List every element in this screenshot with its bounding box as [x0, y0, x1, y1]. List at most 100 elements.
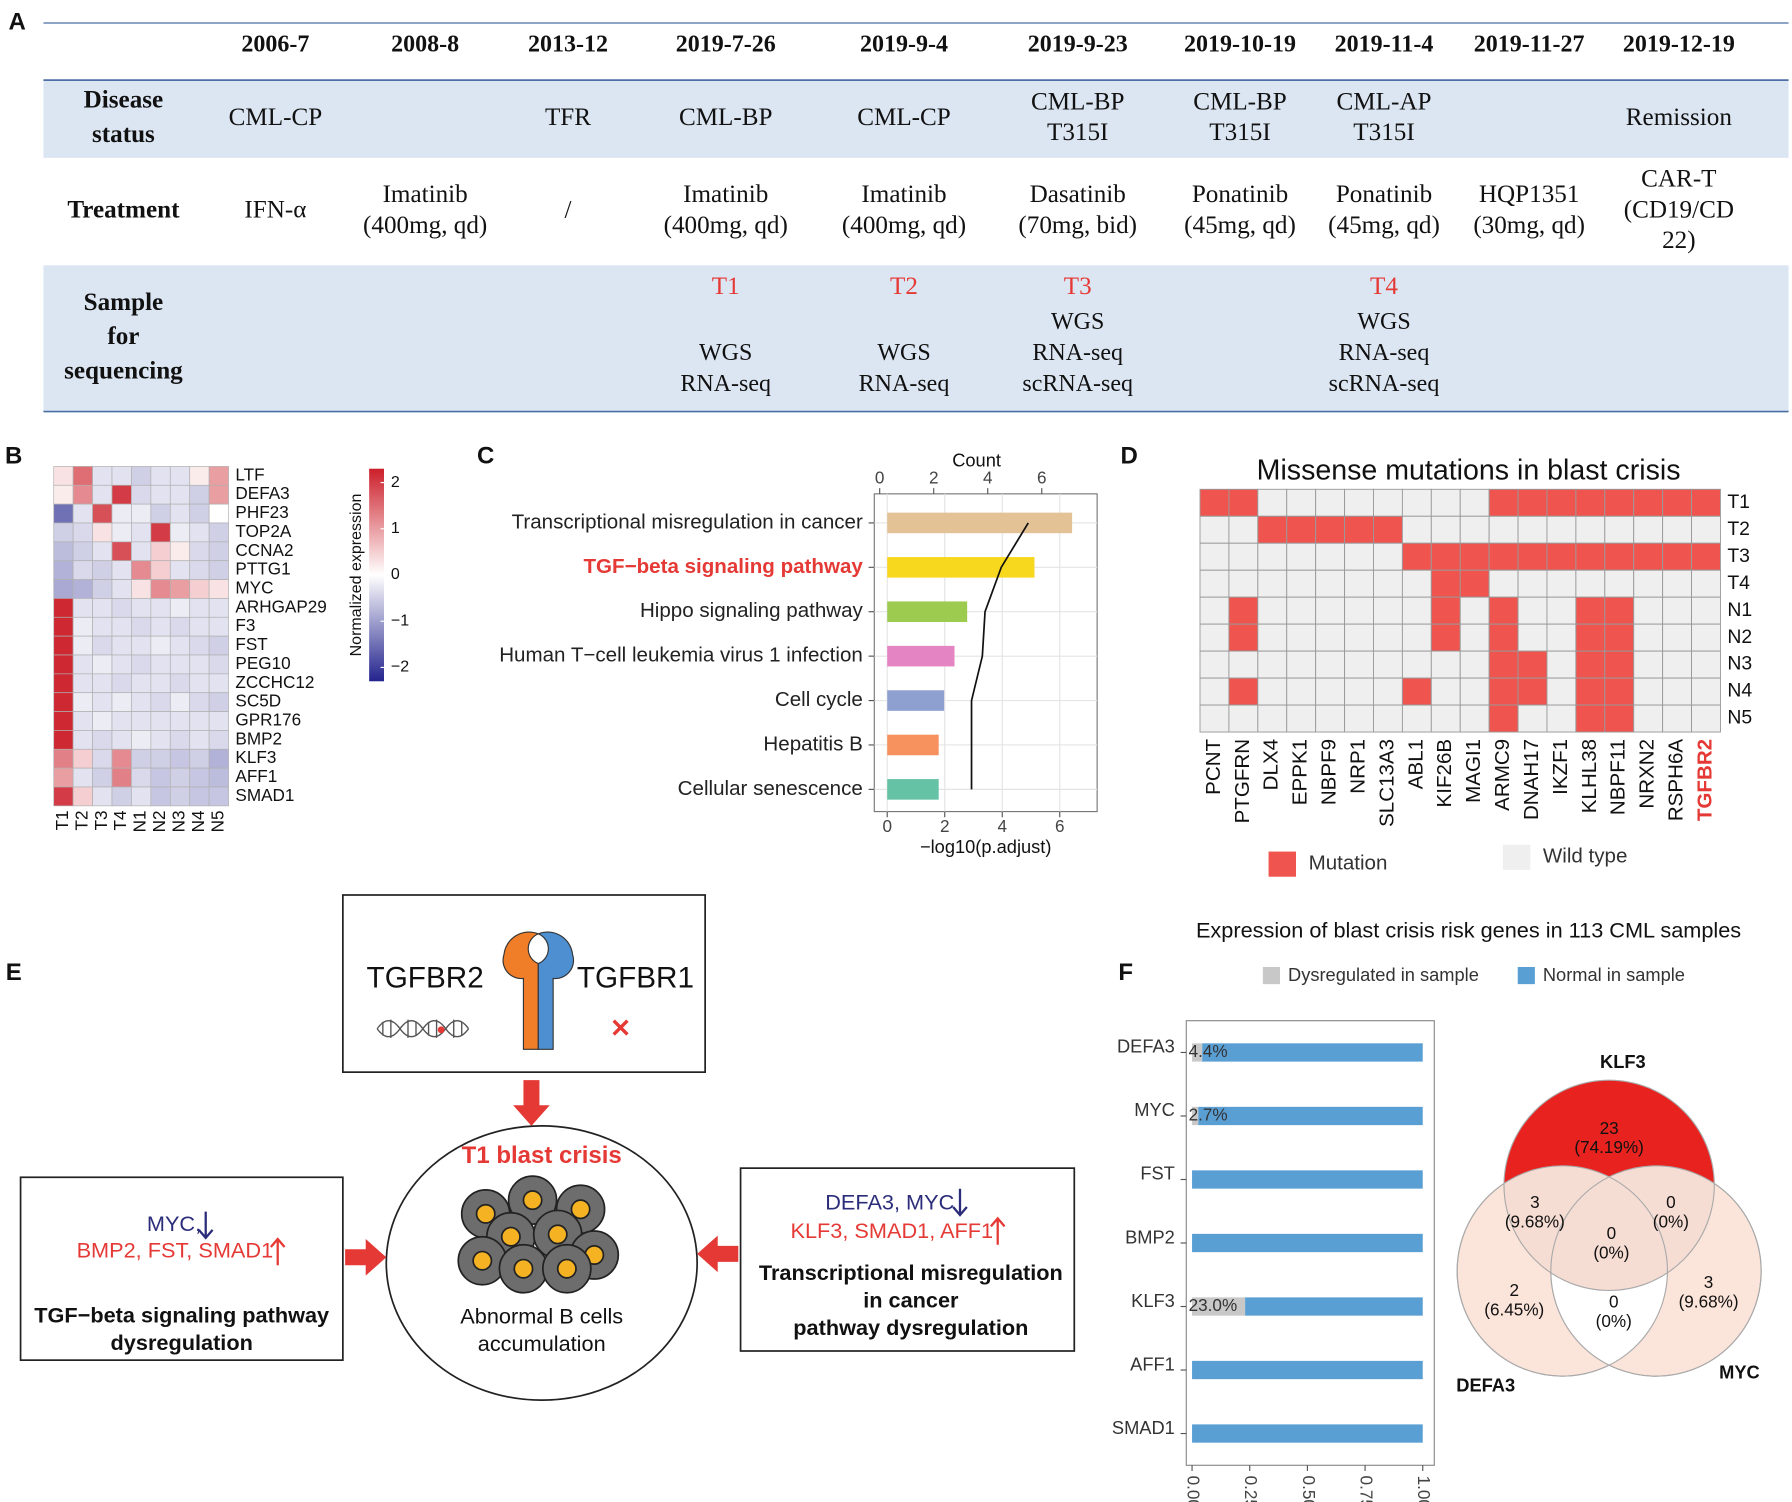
- region-count: 3: [1704, 1272, 1714, 1292]
- heat-cell: [189, 484, 210, 505]
- panel-label: D: [1120, 443, 1137, 470]
- legend-label: Wild type: [1543, 845, 1628, 868]
- row-label: BMP2: [235, 728, 282, 748]
- cell-cluster: [457, 1175, 620, 1294]
- column-label: N2: [149, 810, 169, 832]
- matrix-cell: [1546, 488, 1577, 517]
- heat-cell: [92, 748, 113, 769]
- matrix-cell: [1488, 704, 1519, 733]
- heat-cell: [150, 560, 171, 580]
- bar: [887, 779, 939, 800]
- heat-cell: [53, 503, 74, 524]
- cell-text: (CD19/CD: [1624, 196, 1734, 223]
- matrix-cell: [1199, 515, 1230, 544]
- matrix-cell: [1633, 596, 1664, 625]
- assay: RNA-seq: [859, 371, 950, 397]
- arrow: [345, 1239, 387, 1276]
- heat-cell: [189, 786, 210, 807]
- matrix-cell: [1373, 488, 1403, 517]
- bar-segment: [1192, 1106, 1199, 1126]
- band: [43, 80, 1789, 158]
- heat-cell: [208, 560, 229, 580]
- set-label: KLF3: [1600, 1051, 1646, 1072]
- cell-text: CML-CP: [229, 104, 323, 131]
- heat-cell: [72, 598, 93, 618]
- box-caption: pathway dysregulation: [793, 1315, 1028, 1340]
- assay: WGS: [1051, 309, 1104, 335]
- x-tick-label: 1.00: [1414, 1476, 1434, 1502]
- column-label: ARMC9: [1491, 739, 1514, 811]
- row-label: Treatment: [67, 196, 180, 223]
- legend-swatch: [1268, 851, 1296, 877]
- matrix-cell: [1257, 677, 1288, 706]
- heat-cell: [150, 767, 171, 788]
- panel-label: A: [8, 8, 25, 35]
- matrix-cell: [1691, 488, 1721, 517]
- receptor-tgfbr1: [536, 931, 575, 1050]
- heat-cell: [53, 598, 74, 618]
- heat-cell: [169, 692, 191, 712]
- matrix-cell: [1199, 623, 1230, 652]
- matrix-cell: [1604, 488, 1635, 517]
- heat-cell: [208, 484, 229, 505]
- matrix-cell: [1459, 542, 1490, 571]
- matrix-cell: [1691, 623, 1721, 652]
- heat-cell: [208, 635, 229, 656]
- heat-cell: [53, 466, 74, 486]
- heat-cell: [72, 503, 93, 524]
- right-box: [739, 1167, 1076, 1352]
- region-percent: (9.68%): [1679, 1292, 1739, 1312]
- value-label: 23.0%: [1189, 1295, 1238, 1315]
- matrix-cell: [1373, 650, 1403, 679]
- matrix-cell: [1633, 677, 1664, 706]
- legend-swatch: [1502, 844, 1531, 870]
- region-count: 0: [1607, 1223, 1617, 1243]
- heat-cell: [72, 673, 93, 694]
- bar-segment: [1192, 1360, 1423, 1380]
- heat-cell: [169, 560, 191, 580]
- matrix-cell: [1546, 704, 1577, 733]
- assay: WGS: [1357, 309, 1410, 335]
- cell-text: (70mg, bid): [1018, 212, 1137, 239]
- x2-axis-label: Count: [952, 450, 1001, 471]
- matrix-cell: [1401, 596, 1432, 625]
- column-label: PCNT: [1202, 738, 1225, 794]
- heat-cell: [208, 786, 229, 807]
- matrix-cell: [1604, 650, 1635, 679]
- venn: [1456, 1079, 1762, 1377]
- matrix-cell: [1662, 650, 1693, 679]
- cell-text: Imatinib: [383, 181, 468, 208]
- matrix-cell: [1286, 677, 1317, 706]
- matrix-cell: [1199, 677, 1230, 706]
- matrix-cell: [1199, 542, 1230, 571]
- column-label: NBPF9: [1318, 739, 1341, 805]
- matrix-cell: [1604, 623, 1635, 652]
- matrix-cell: [1546, 569, 1577, 598]
- box-caption: in cancer: [863, 1288, 959, 1313]
- heat-cell: [150, 598, 171, 618]
- set-label: MYC: [1719, 1362, 1760, 1383]
- matrix-cell: [1401, 650, 1432, 679]
- matrix-cell: [1315, 569, 1346, 598]
- x-tick-label: 4: [997, 816, 1007, 836]
- legend-label: Normal in sample: [1543, 964, 1685, 985]
- up-genes: BMP2, FST, SMAD1: [77, 1237, 274, 1262]
- colorbar-tick-label: 1: [391, 520, 400, 537]
- heat-cell: [150, 730, 171, 750]
- row-label: for: [107, 323, 139, 350]
- matrix-cell: [1401, 623, 1432, 652]
- bar: [887, 645, 955, 667]
- category-label: Hippo signaling pathway: [640, 599, 864, 622]
- matrix-cell: [1575, 569, 1606, 598]
- column-header: 2008-8: [391, 31, 459, 57]
- category-label: AFF1: [1130, 1353, 1175, 1374]
- heat-cell: [208, 654, 229, 675]
- down-genes: MYC,: [147, 1211, 201, 1236]
- matrix-cell: [1517, 488, 1548, 517]
- column-label: T4: [110, 810, 130, 830]
- receptor-label: TGFBR2: [367, 961, 484, 994]
- heat-cell: [208, 541, 229, 562]
- matrix-cell: [1286, 596, 1317, 625]
- row-label: F3: [235, 615, 255, 635]
- matrix-cell: [1662, 677, 1693, 706]
